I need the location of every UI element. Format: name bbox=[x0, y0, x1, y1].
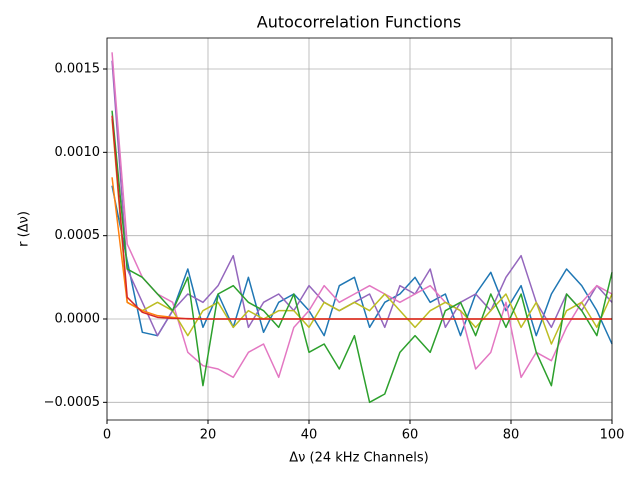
x-tick-label: 20 bbox=[200, 428, 217, 443]
y-tick-label: 0.0015 bbox=[55, 62, 101, 77]
data-line bbox=[111, 115, 612, 320]
data-line bbox=[111, 60, 613, 337]
y-tick-label: −0.0005 bbox=[44, 395, 100, 410]
y-axis-label: r (Δν) bbox=[17, 211, 32, 247]
x-tick-label: 0 bbox=[103, 428, 111, 443]
x-tick-label: 40 bbox=[301, 428, 318, 443]
data-line bbox=[111, 118, 613, 345]
y-tick-label: 0.0010 bbox=[55, 145, 101, 160]
x-tick-label: 100 bbox=[600, 428, 625, 443]
chart-title: Autocorrelation Functions bbox=[257, 13, 461, 32]
axes-frame bbox=[106, 37, 613, 421]
x-axis-label: Δν (24 kHz Channels) bbox=[289, 451, 429, 466]
data-line bbox=[111, 52, 613, 379]
y-tick-label: 0.0005 bbox=[55, 228, 101, 243]
data-line bbox=[111, 110, 613, 404]
y-tick-label: 0.0000 bbox=[55, 312, 101, 327]
x-tick-label: 60 bbox=[402, 428, 419, 443]
x-tick-label: 80 bbox=[503, 428, 520, 443]
